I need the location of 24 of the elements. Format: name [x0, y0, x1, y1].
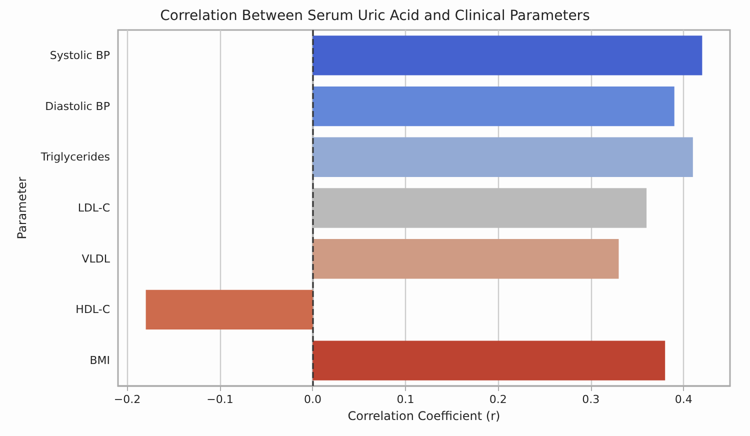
x-tick-label: −0.1: [206, 393, 234, 406]
bar: [312, 137, 693, 177]
y-tick-label: BMI: [90, 354, 110, 368]
y-tick-label: LDL-C: [78, 202, 110, 214]
y-tick-label: Triglycerides: [40, 150, 110, 164]
x-axis-title: Correlation Coefficient (r): [348, 408, 500, 423]
bar: [312, 86, 674, 126]
bar: [312, 36, 702, 76]
chart-title: Correlation Between Serum Uric Acid and Clinical Parameters: [160, 8, 590, 24]
y-axis-title: Parameter: [15, 176, 29, 240]
x-tick-label: 0.4: [674, 393, 692, 406]
x-tick-label: 0.0: [304, 393, 322, 406]
y-tick-label: VLDL: [82, 252, 111, 266]
x-tick-label: −0.2: [114, 393, 141, 406]
y-tick-label: HDL-C: [76, 303, 110, 316]
bar: [146, 290, 313, 330]
bar: [312, 188, 647, 228]
y-tick-label: Systolic BP: [50, 48, 110, 62]
x-tick-label: 0.2: [489, 393, 507, 406]
x-tick-label: 0.3: [582, 393, 600, 406]
bar: [312, 239, 619, 279]
bar: [312, 340, 666, 380]
x-tick-label: 0.1: [396, 393, 414, 406]
y-tick-label: Diastolic BP: [45, 100, 110, 113]
